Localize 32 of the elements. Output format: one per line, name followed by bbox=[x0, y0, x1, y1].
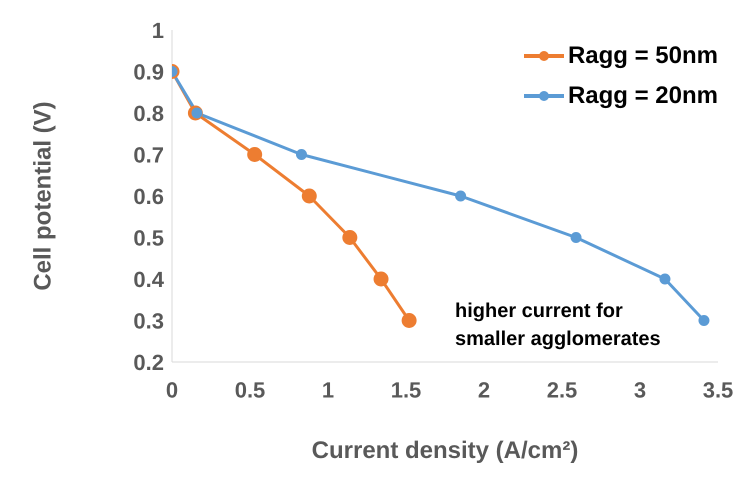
y-tick-label: 0.9 bbox=[133, 59, 164, 84]
y-tick-label: 0.8 bbox=[133, 100, 164, 126]
legend-label: Ragg = 50nm bbox=[568, 42, 718, 70]
x-tick-label: 1 bbox=[322, 378, 334, 403]
y-tick-label: 0.3 bbox=[133, 308, 164, 334]
y-axis-title: Cell potential (V) bbox=[30, 101, 57, 291]
point bbox=[342, 230, 358, 245]
point bbox=[374, 272, 389, 286]
point bbox=[247, 147, 262, 162]
x-tick-label: 0 bbox=[166, 378, 178, 403]
point bbox=[698, 315, 710, 326]
y-tick-label: 0.4 bbox=[133, 266, 165, 292]
point bbox=[402, 313, 417, 328]
y-tick-label: 0.6 bbox=[133, 184, 164, 209]
x-tick-label: 2.5 bbox=[546, 378, 578, 403]
x-tick-label: 0.5 bbox=[234, 378, 266, 403]
x-tick-label: 2 bbox=[478, 378, 490, 403]
x-tick-label: 1.5 bbox=[390, 378, 422, 403]
x-tick-label: 3 bbox=[634, 378, 646, 403]
point bbox=[296, 149, 307, 160]
annotation: higher current for smaller agglomerates bbox=[455, 299, 661, 352]
point bbox=[659, 274, 670, 284]
x-axis-title: Current density (A/cm²) bbox=[312, 437, 578, 464]
point bbox=[455, 190, 466, 202]
point bbox=[570, 232, 582, 243]
y-tick-label: 1 bbox=[152, 18, 164, 43]
point bbox=[302, 188, 317, 204]
y-tick-label: 0.7 bbox=[133, 142, 164, 168]
legend-label: Ragg = 20nm bbox=[568, 82, 718, 110]
y-tick-label: 0.2 bbox=[133, 350, 164, 375]
x-tick-label: 3.5 bbox=[702, 378, 734, 403]
y-tick-label: 0.5 bbox=[133, 225, 164, 250]
